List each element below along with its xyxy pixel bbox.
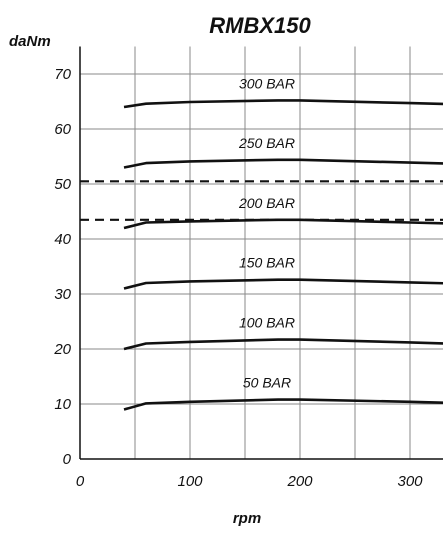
series-label: 150 BAR [239, 255, 295, 271]
grid [80, 46, 443, 459]
series-lines [123, 99, 443, 411]
y-tick-label: 10 [54, 396, 71, 413]
series-label: 250 BAR [238, 135, 295, 151]
series-label: 200 BAR [238, 195, 295, 211]
y-tick-label: 30 [54, 286, 71, 303]
series-line [123, 99, 443, 109]
y-tick-label: 70 [54, 66, 71, 83]
series-line [123, 278, 443, 290]
series-line [123, 158, 443, 169]
labels: 50 BAR 100 BAR 150 BAR 200 BAR 250 BAR 300 BA… [238, 75, 295, 391]
x-tick-label: 100 [177, 473, 203, 490]
chart-title: RMBX150 [209, 13, 311, 38]
series-label: 300 BAR [239, 75, 295, 91]
series-label: 100 BAR [239, 315, 295, 331]
series-line [123, 218, 443, 230]
x-tick-label: 200 [286, 473, 313, 490]
x-tick-label: 300 [397, 473, 423, 490]
series-line [123, 338, 443, 351]
series-line [123, 398, 443, 411]
series-label: 50 BAR [243, 375, 291, 391]
y-tick-label: 0 [63, 451, 72, 468]
y-tick-label: 60 [54, 121, 71, 138]
y-tick-label: 20 [53, 341, 71, 358]
x-axis-label: rpm [233, 510, 261, 527]
axes: 0102030405060700100200300400500600 [53, 46, 443, 490]
y-axis-label: daNm [9, 33, 51, 50]
x-tick-label: 0 [76, 473, 85, 490]
y-tick-label: 40 [54, 231, 71, 248]
y-tick-label: 50 [54, 176, 71, 193]
